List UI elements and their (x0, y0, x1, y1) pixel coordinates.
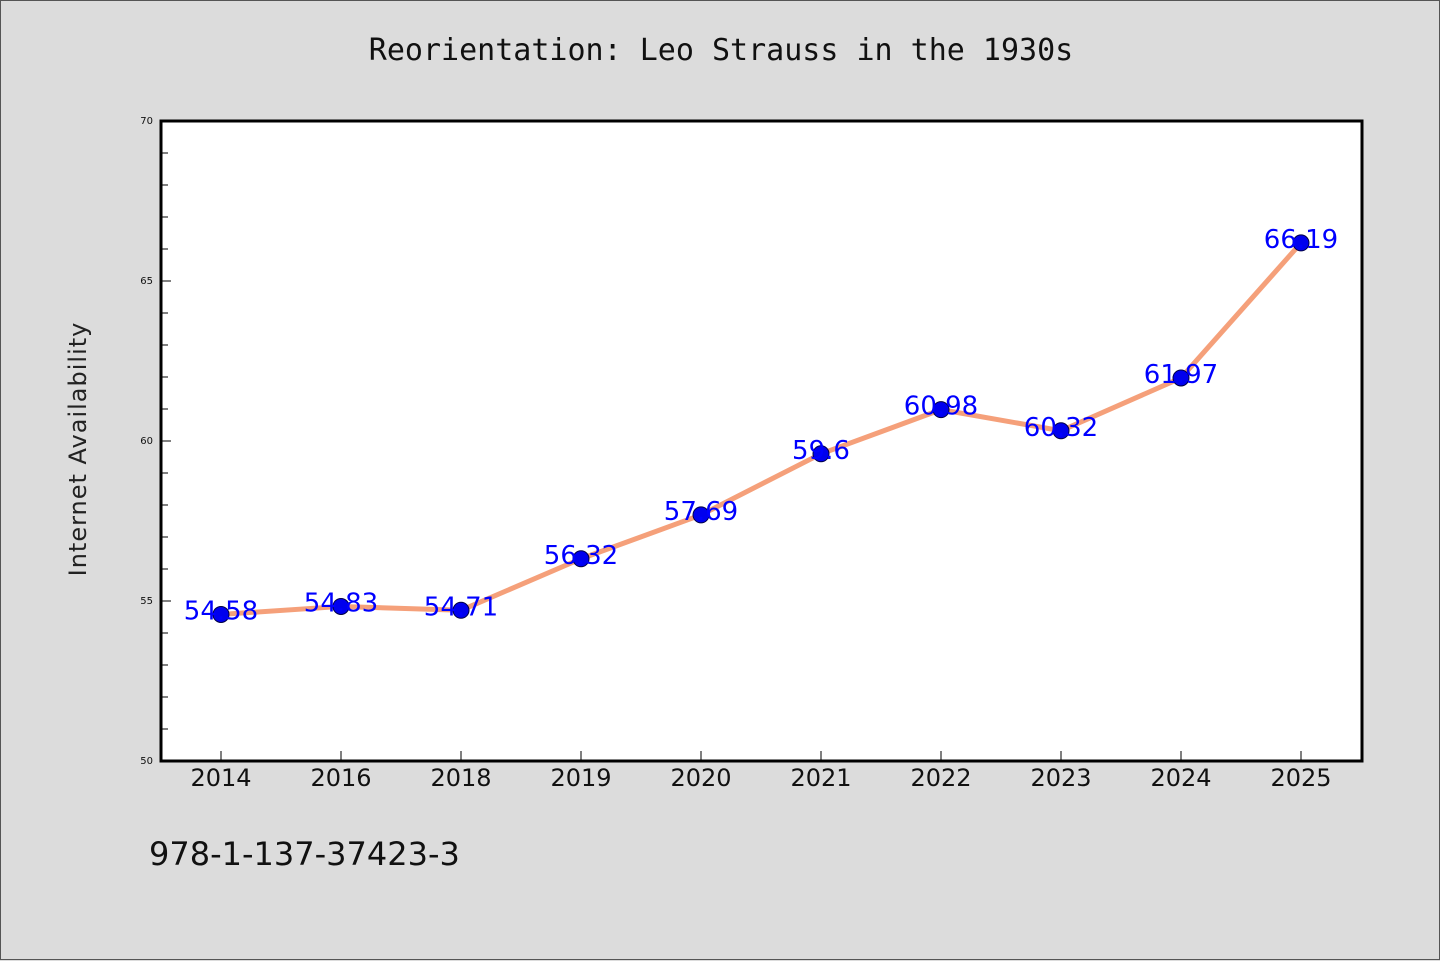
data-point (212, 605, 230, 623)
x-tick-label: 2018 (430, 764, 491, 792)
y-tick-label: 70 (140, 116, 153, 127)
data-label: 54.83 (304, 588, 378, 618)
series-line (218, 240, 1304, 617)
x-tick-label: 2022 (910, 764, 971, 792)
x-tick-label: 2014 (190, 764, 251, 792)
x-tick-label: 2019 (550, 764, 611, 792)
data-point (1052, 422, 1070, 440)
footer-isbn: 978-1-137-37423-3 (149, 835, 460, 873)
x-tick-label: 2020 (670, 764, 731, 792)
y-tick-label: 60 (140, 436, 153, 447)
data-label: 60.32 (1024, 413, 1098, 443)
x-tick-label: 2021 (790, 764, 851, 792)
data-point (692, 506, 710, 524)
plot-area (159, 119, 1364, 763)
data-point (572, 550, 590, 568)
data-point (932, 401, 950, 419)
y-tick-label: 50 (140, 756, 153, 767)
x-tick-label: 2016 (310, 764, 371, 792)
data-label: 57.69 (664, 497, 738, 527)
x-tick-label: 2024 (1150, 764, 1211, 792)
data-label: 61.97 (1144, 360, 1218, 390)
y-tick-label: 55 (140, 596, 153, 607)
data-point (812, 445, 830, 463)
x-tick-label: 2023 (1030, 764, 1091, 792)
data-label: 59.6 (792, 436, 850, 466)
x-tick-label: 2025 (1270, 764, 1331, 792)
data-label: 66.19 (1264, 225, 1338, 255)
y-tick-label: 65 (140, 276, 153, 287)
data-label: 60.98 (904, 392, 978, 422)
data-point (1292, 234, 1310, 252)
data-label: 56.32 (544, 541, 618, 571)
data-point (452, 601, 470, 619)
data-point (332, 597, 350, 615)
data-label: 54.71 (424, 592, 498, 622)
chart-title: Reorientation: Leo Strauss in the 1930s (368, 33, 1074, 68)
data-point (1172, 369, 1190, 387)
data-label: 54.58 (184, 596, 258, 626)
